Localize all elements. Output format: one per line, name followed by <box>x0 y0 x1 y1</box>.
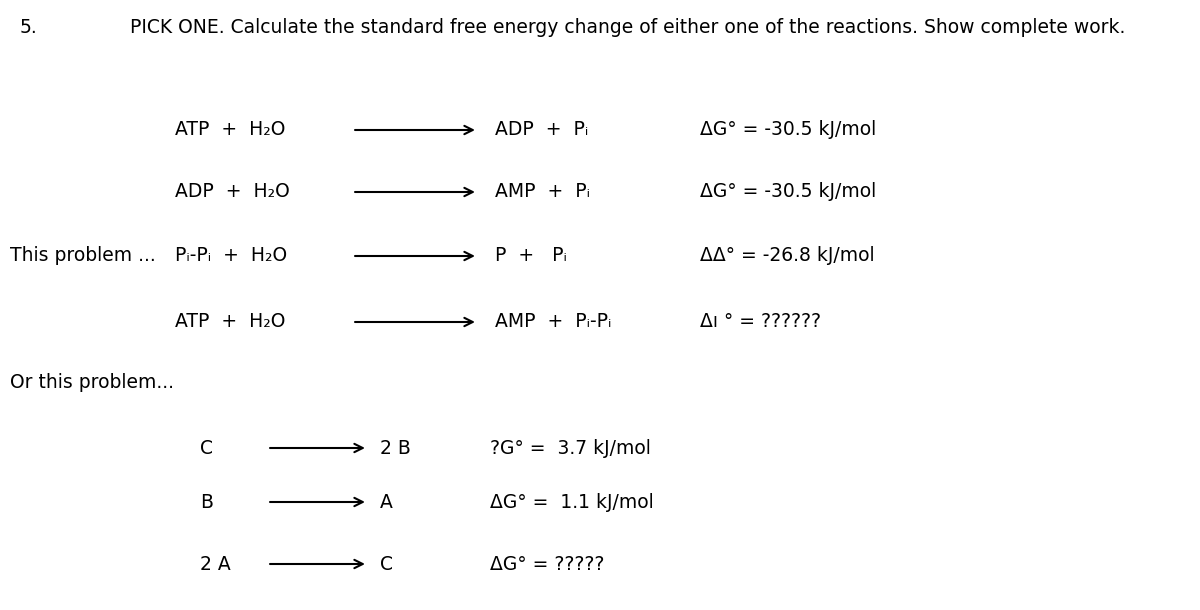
Text: C: C <box>380 554 394 573</box>
Text: ATP  +  H₂O: ATP + H₂O <box>175 312 286 331</box>
Text: 5.: 5. <box>20 18 37 37</box>
Text: ADP  +  H₂O: ADP + H₂O <box>175 182 289 201</box>
Text: ΔG° = ?????: ΔG° = ????? <box>490 554 605 573</box>
Text: ATP  +  H₂O: ATP + H₂O <box>175 121 286 140</box>
Text: PICK ONE. Calculate the standard free energy change of either one of the reactio: PICK ONE. Calculate the standard free en… <box>130 18 1126 37</box>
Text: Pᵢ-Pᵢ  +  H₂O: Pᵢ-Pᵢ + H₂O <box>175 246 287 265</box>
Text: 2 A: 2 A <box>200 554 230 573</box>
Text: This problem ...: This problem ... <box>10 246 156 265</box>
Text: 2 B: 2 B <box>380 439 410 458</box>
Text: Δı ° = ??????: Δı ° = ?????? <box>700 312 821 331</box>
Text: ΔΔ° = -26.8 kJ/mol: ΔΔ° = -26.8 kJ/mol <box>700 246 875 265</box>
Text: ADP  +  Pᵢ: ADP + Pᵢ <box>496 121 588 140</box>
Text: AMP  +  Pᵢ: AMP + Pᵢ <box>496 182 590 201</box>
Text: AMP  +  Pᵢ-Pᵢ: AMP + Pᵢ-Pᵢ <box>496 312 611 331</box>
Text: ΔG° = -30.5 kJ/mol: ΔG° = -30.5 kJ/mol <box>700 121 876 140</box>
Text: P  +   Pᵢ: P + Pᵢ <box>496 246 566 265</box>
Text: ΔG° =  1.1 kJ/mol: ΔG° = 1.1 kJ/mol <box>490 492 654 512</box>
Text: C: C <box>200 439 214 458</box>
Text: ?G° =  3.7 kJ/mol: ?G° = 3.7 kJ/mol <box>490 439 650 458</box>
Text: ΔG° = -30.5 kJ/mol: ΔG° = -30.5 kJ/mol <box>700 182 876 201</box>
Text: Or this problem...: Or this problem... <box>10 373 174 392</box>
Text: A: A <box>380 492 392 512</box>
Text: B: B <box>200 492 214 512</box>
